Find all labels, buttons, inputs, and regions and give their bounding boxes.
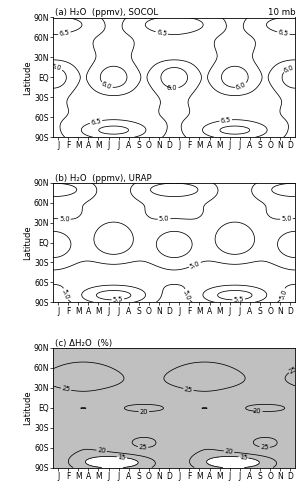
Text: 20: 20 (253, 408, 262, 414)
Text: (c) ΔH₂O  (%): (c) ΔH₂O (%) (55, 338, 113, 347)
Text: 5.5: 5.5 (112, 296, 123, 303)
Text: 6.5: 6.5 (220, 116, 231, 124)
Text: 6.5: 6.5 (58, 30, 70, 38)
Text: 6.0: 6.0 (235, 82, 247, 91)
Text: 6.5: 6.5 (278, 30, 289, 38)
Text: 15: 15 (239, 454, 248, 461)
Text: 25: 25 (184, 386, 193, 394)
Text: 25: 25 (288, 365, 298, 374)
Text: 5.0: 5.0 (59, 216, 70, 222)
Text: 25: 25 (260, 444, 269, 450)
Text: 5.0: 5.0 (61, 288, 70, 300)
Y-axis label: Latitude: Latitude (23, 225, 32, 260)
Text: 15: 15 (118, 454, 126, 460)
Text: 25: 25 (61, 386, 71, 393)
Text: 10 mb: 10 mb (268, 8, 295, 18)
Text: 5.5: 5.5 (233, 296, 244, 303)
Text: 5.0: 5.0 (281, 216, 292, 222)
Text: 6.0: 6.0 (167, 85, 178, 91)
Text: 5.0: 5.0 (182, 289, 191, 301)
Text: 6.0: 6.0 (101, 81, 113, 91)
Text: 20: 20 (97, 448, 106, 454)
Text: 6.5: 6.5 (90, 118, 102, 126)
Text: 6.0: 6.0 (50, 64, 62, 72)
Y-axis label: Latitude: Latitude (23, 390, 32, 425)
Text: 6.5: 6.5 (156, 30, 168, 37)
Text: (b) H₂O  (ppmv), URAP: (b) H₂O (ppmv), URAP (55, 174, 152, 182)
Text: 5.0: 5.0 (278, 288, 288, 300)
Text: 5.0: 5.0 (159, 216, 170, 222)
Text: 5.0: 5.0 (189, 260, 201, 270)
Y-axis label: Latitude: Latitude (23, 60, 32, 94)
Text: 25: 25 (138, 444, 148, 450)
Text: 6.0: 6.0 (283, 64, 295, 74)
Text: 20: 20 (225, 448, 234, 455)
Text: 20: 20 (140, 408, 148, 414)
Text: (a) H₂O  (ppmv), SOCOL: (a) H₂O (ppmv), SOCOL (55, 8, 158, 18)
